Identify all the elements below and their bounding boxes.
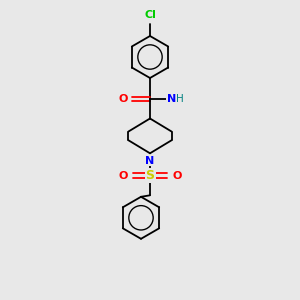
Text: H: H	[176, 94, 184, 104]
Text: N: N	[146, 156, 154, 166]
Text: Cl: Cl	[144, 10, 156, 20]
Text: O: O	[118, 171, 128, 181]
Text: O: O	[119, 94, 128, 104]
Text: N: N	[167, 94, 176, 104]
Text: S: S	[146, 169, 154, 182]
Text: O: O	[172, 171, 182, 181]
